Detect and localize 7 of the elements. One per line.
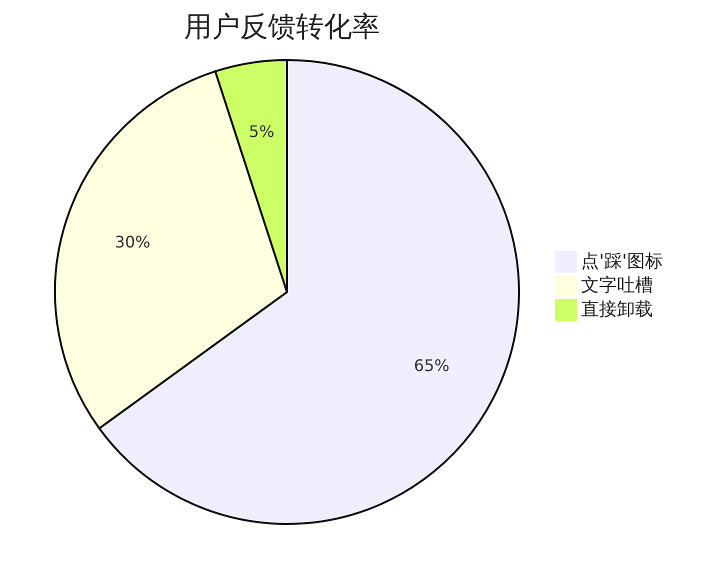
chart-title: 用户反馈转化率 — [183, 9, 381, 45]
data-label: 30% — [114, 232, 150, 252]
data-label: 5% — [248, 122, 274, 142]
legend-label: 文字吐槽 — [581, 274, 654, 296]
data-label: 65% — [414, 356, 450, 376]
legend-label: 直接卸载 — [581, 299, 654, 320]
legend-label: 点'踩'图标 — [581, 250, 663, 272]
